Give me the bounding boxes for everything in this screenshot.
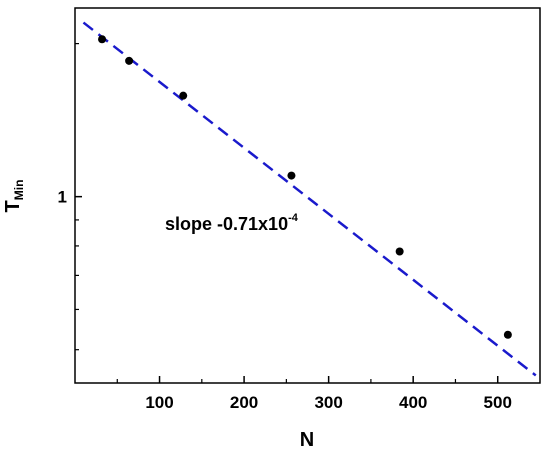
slope-annotation-exponent: -4 [288,212,299,224]
y-axis-title: TMin [2,180,26,213]
data-point [98,35,107,44]
x-axis-title: N [300,429,314,451]
plot-frame [74,7,541,384]
x-tick-label: 100 [145,393,173,412]
x-axis-ticks: 100 200 300 400 500 [116,376,512,412]
data-point [287,171,296,180]
x-tick-label: 200 [230,393,258,412]
y-tick-label: 1 [58,188,67,207]
x-tick-label: 300 [314,393,342,412]
slope-annotation: slope -0.71x10-4 [165,212,299,234]
data-point [125,56,134,65]
x-tick-label: 400 [399,393,427,412]
slope-annotation-text: slope -0.71x10 [165,214,288,234]
x-tick-label: 500 [484,393,512,412]
fit-line [82,21,537,377]
y-axis-ticks: 1 [58,43,82,351]
data-point [179,91,188,100]
y-axis-title-main: T [2,200,24,212]
data-point [395,247,404,256]
data-points [98,35,512,339]
data-point [503,330,512,339]
y-axis-title-subscript: Min [12,180,26,201]
